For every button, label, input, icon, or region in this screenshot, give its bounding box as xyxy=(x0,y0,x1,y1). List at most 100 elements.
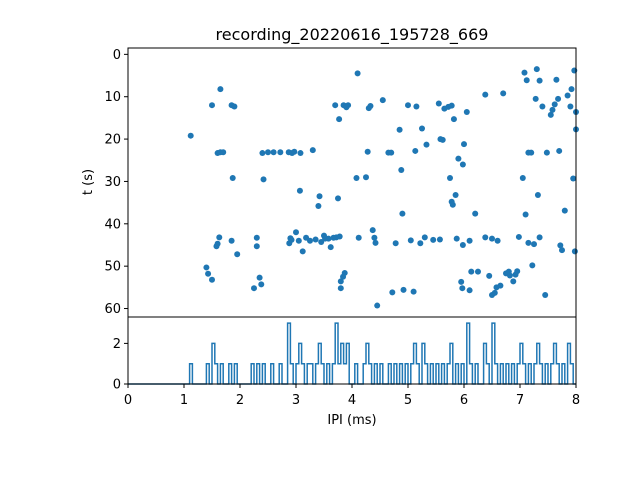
scatter-point xyxy=(555,95,562,102)
scatter-point xyxy=(571,248,578,255)
scatter-point xyxy=(534,192,541,198)
scatter-point xyxy=(296,187,303,194)
x-tick-label: 5 xyxy=(404,393,412,408)
scatter-point xyxy=(463,108,470,115)
scatter-point xyxy=(399,210,406,217)
scatter-point xyxy=(256,274,263,281)
scatter-point xyxy=(417,240,424,247)
x-tick-label: 0 xyxy=(124,393,132,408)
scatter-point xyxy=(466,287,473,294)
scatter-point xyxy=(466,237,473,244)
scatter-point xyxy=(525,239,532,246)
scatter-point xyxy=(229,175,236,182)
scatter-point xyxy=(549,106,556,113)
scatter-point xyxy=(291,148,298,155)
scatter-point xyxy=(297,150,304,157)
scatter-point xyxy=(209,102,215,109)
scatter-point xyxy=(547,111,554,118)
histogram-line xyxy=(128,322,576,385)
scatter-point xyxy=(423,141,430,148)
scatter-point xyxy=(251,285,257,292)
scatter-point xyxy=(277,149,284,156)
scatter-point xyxy=(327,244,334,251)
scatter-point xyxy=(363,174,369,181)
scatter-point xyxy=(335,195,341,202)
scatter-point xyxy=(491,289,498,296)
scatter-point xyxy=(341,269,348,276)
y-tick-label: 20 xyxy=(104,133,121,148)
scatter-point xyxy=(336,233,343,240)
scatter-point xyxy=(234,251,241,258)
histogram-x-ticks: 0 1 2 3 4 5 6 7 8 xyxy=(124,384,580,408)
scatter-point xyxy=(435,100,442,107)
scatter-point xyxy=(497,282,504,289)
scatter-point xyxy=(449,201,456,208)
scatter-point xyxy=(468,268,475,275)
histogram-y-ticks: 02 xyxy=(113,337,128,393)
scatter-point xyxy=(315,203,322,210)
scatter-point xyxy=(258,281,265,288)
scatter-point xyxy=(345,102,352,109)
scatter-point xyxy=(203,264,210,271)
scatter-point xyxy=(448,102,455,109)
scatter-point xyxy=(447,175,453,182)
scatter-point xyxy=(486,272,493,279)
chart-title: recording_20220616_195728_669 xyxy=(216,25,489,45)
scatter-point xyxy=(553,76,560,83)
scatter-panel: 0 10 20 30 40 50 60 xyxy=(104,47,579,318)
scatter-point xyxy=(551,101,558,108)
scatter-point xyxy=(372,239,379,246)
scatter-point xyxy=(379,97,386,104)
scatter-point xyxy=(231,103,238,110)
scatter-point xyxy=(253,243,260,250)
scatter-point xyxy=(531,241,537,248)
y-tick-label: 10 xyxy=(104,90,121,105)
scatter-point xyxy=(542,291,549,298)
scatter-point xyxy=(392,240,399,247)
scatter-point xyxy=(514,268,521,275)
scatter-point xyxy=(556,147,563,154)
y-tick-label: 2 xyxy=(113,337,121,352)
x-tick-label: 7 xyxy=(516,393,524,408)
scatter-point xyxy=(367,103,374,110)
scatter-point xyxy=(307,237,313,244)
scatter-point xyxy=(515,233,522,240)
scatter-point xyxy=(543,149,550,156)
scatter-point xyxy=(288,236,295,243)
scatter-point xyxy=(214,240,221,247)
scatter-point xyxy=(388,149,395,156)
scatter-point xyxy=(450,116,457,123)
scatter-point xyxy=(354,70,361,77)
x-axis-label: IPI (ms) xyxy=(327,413,376,428)
scatter-y-ticks: 0 10 20 30 40 50 60 xyxy=(104,48,128,317)
x-tick-label: 2 xyxy=(236,393,244,408)
scatter-point xyxy=(452,192,459,198)
scatter-point xyxy=(439,136,446,143)
scatter-point xyxy=(458,278,465,285)
scatter-point xyxy=(355,234,362,241)
scatter-point xyxy=(316,193,323,200)
scatter-point xyxy=(519,175,526,182)
scatter-point xyxy=(228,237,235,244)
scatter-point xyxy=(336,116,343,123)
scatter-point xyxy=(293,229,299,236)
scatter-point xyxy=(270,149,277,156)
scatter-point xyxy=(407,237,414,244)
y-tick-label: 0 xyxy=(113,378,121,393)
y-axis-label: t (s) xyxy=(81,169,96,195)
scatter-point xyxy=(400,286,407,293)
scatter-point xyxy=(353,175,360,182)
scatter-point xyxy=(472,210,479,217)
scatter-point xyxy=(494,237,501,244)
scatter-point xyxy=(536,234,543,241)
scatter-point xyxy=(521,69,528,76)
scatter-point xyxy=(260,176,267,183)
scatter-point xyxy=(529,262,536,269)
scatter-point xyxy=(522,211,529,218)
scatter-point xyxy=(561,207,568,214)
scatter-point xyxy=(567,103,574,110)
scatter-point xyxy=(209,276,215,283)
scatter-point xyxy=(523,77,530,84)
